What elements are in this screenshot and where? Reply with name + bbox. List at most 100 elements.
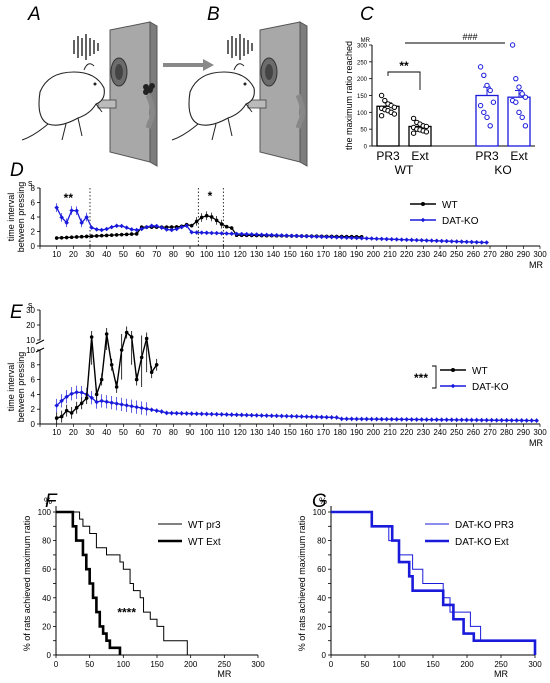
dat-ko-point (229, 412, 234, 417)
group-label-wt: WT (395, 163, 414, 177)
wt-point (119, 348, 124, 352)
x-tick-label: 240 (433, 250, 447, 259)
x-axis-label: MR (529, 260, 543, 270)
data-point (481, 109, 487, 116)
dat-ko-point (424, 417, 429, 422)
dat-ko-point (324, 234, 329, 240)
dat-ko-point (89, 225, 94, 230)
dat-ko-point (304, 234, 309, 239)
y-tick-label: 40 (42, 594, 51, 603)
dat-ko-point (399, 417, 404, 422)
x-tick-label: 100 (392, 660, 406, 669)
x-tick-label: 220 (400, 250, 414, 259)
survival-step-1 (331, 510, 537, 655)
x-tick-label: 10 (52, 250, 61, 259)
dat-ko-point (374, 416, 379, 422)
dat-ko-point (379, 236, 384, 242)
dat-ko-point (434, 417, 439, 422)
dat-ko-point (439, 238, 444, 244)
x-axis-label: MR (217, 669, 231, 679)
dat-ko-point (69, 208, 74, 213)
x-tick-label: 160 (300, 250, 314, 259)
wt-point (99, 233, 104, 238)
x-tick-label: 200 (184, 660, 198, 669)
x-tick-label: 20 (69, 250, 78, 259)
wt-point (74, 235, 79, 239)
dat-ko-point (449, 417, 454, 423)
x-tick-label: 150 (426, 660, 440, 669)
axis-break (35, 339, 45, 345)
dat-ko-point (144, 224, 149, 230)
x-tick-label: 60 (136, 428, 145, 437)
wt-point (119, 232, 124, 237)
wt-point (124, 330, 129, 335)
dat-ko-point (124, 403, 129, 408)
x-tick-label: 280 (500, 428, 514, 437)
dat-ko-point (389, 236, 394, 242)
significance-label: ** (64, 191, 74, 205)
dat-ko-point (79, 390, 84, 395)
dat-ko-point (104, 226, 109, 232)
dat-ko-point (404, 417, 409, 422)
dat-ko-point (129, 403, 134, 409)
x-tick-label: 150 (283, 428, 297, 437)
dat-ko-point (339, 416, 344, 422)
x-tick-label: 250 (450, 250, 464, 259)
y-axis-label-line1: time interval (6, 363, 16, 412)
wt-point (139, 355, 144, 360)
y-tick-label: 0 (31, 242, 36, 251)
dat-ko-point (474, 417, 479, 423)
data-point (487, 87, 493, 94)
dat-ko-point (99, 398, 104, 404)
dat-ko-point (354, 416, 359, 422)
dat-ko-point (384, 236, 389, 242)
wt-point (109, 233, 114, 237)
dat-ko-point (369, 236, 374, 241)
dat-ko-point (414, 417, 419, 422)
dat-ko-point (119, 402, 124, 407)
group-label-ko: KO (494, 163, 511, 177)
dat-ko-point (99, 227, 104, 233)
x-tick-label: 70 (152, 250, 161, 259)
dat-ko-point (274, 413, 279, 419)
panel-letter-b: B (207, 4, 220, 25)
dat-ko-point (204, 230, 209, 236)
x-tick-label: 290 (517, 428, 531, 437)
dat-ko-point (289, 233, 294, 239)
dat-ko-point (444, 238, 449, 244)
dat-ko-point (339, 235, 344, 240)
x-tick-label: 170 (317, 428, 331, 437)
x-tick-label: 150 (150, 660, 164, 669)
wt-point (104, 233, 109, 238)
significance-label: *** (414, 371, 428, 385)
x-tick-label: 60 (136, 250, 145, 259)
x-tick-label: 290 (517, 250, 531, 259)
dat-ko-point (419, 238, 424, 243)
dat-ko-point (274, 232, 279, 238)
dat-ko-point (474, 239, 479, 245)
y-tick-label: 100 (38, 508, 52, 517)
dat-ko-point (424, 238, 429, 243)
dat-ko-point (209, 230, 214, 236)
dat-ko-point (159, 225, 164, 230)
data-point (378, 113, 385, 119)
data-point (509, 42, 516, 48)
y-unit: s (28, 178, 33, 188)
x-tick-label: 200 (460, 660, 474, 669)
x-tick-label: 230 (417, 428, 431, 437)
dat-ko-point (134, 404, 139, 410)
dat-ko-point (199, 411, 204, 417)
legend-wt-label: WT (442, 200, 458, 211)
dat-ko-point (404, 237, 409, 243)
dat-ko-point (94, 227, 99, 232)
x-tick-label: 140 (267, 428, 281, 437)
dat-ko-point (204, 411, 209, 417)
x-tick-label: 210 (383, 250, 397, 259)
x-tick-label: 90 (186, 428, 195, 437)
dat-ko-point (519, 418, 524, 423)
dat-ko-point (154, 408, 159, 413)
dat-ko-point (74, 208, 79, 213)
dat-ko-point (264, 413, 269, 418)
data-point (477, 102, 484, 109)
wt-point (54, 416, 59, 420)
